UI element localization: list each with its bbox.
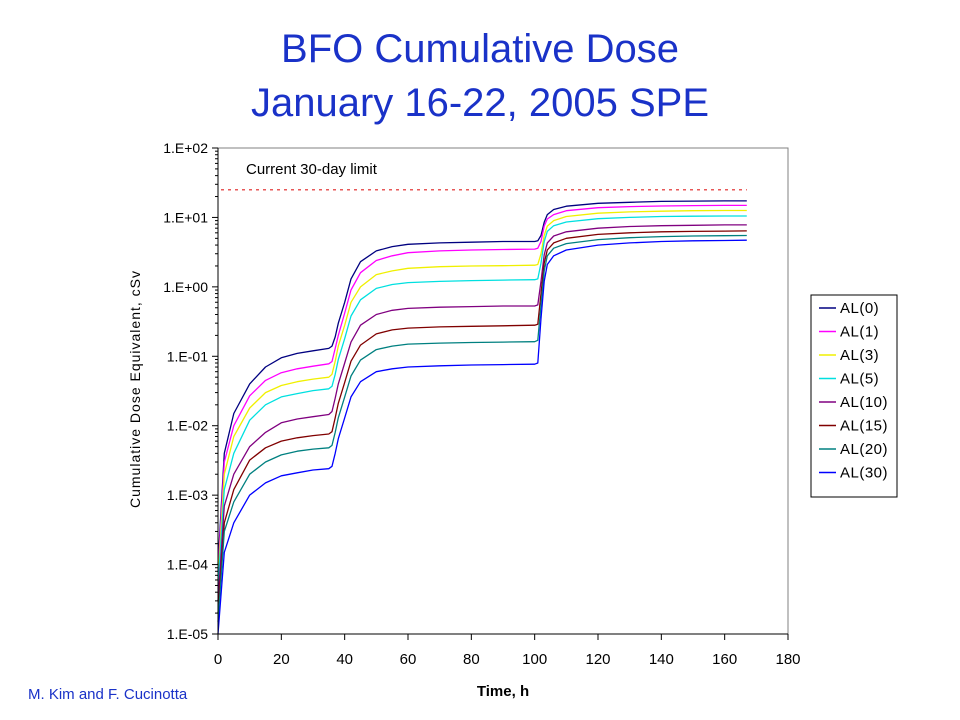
legend-label-3: AL(5) [840, 371, 879, 388]
x-tick-label: 180 [775, 651, 800, 668]
x-tick-label: 140 [649, 651, 674, 668]
x-axis-label: Time, h [477, 683, 529, 700]
series-line-1 [217, 204, 747, 572]
y-tick-label: 1.E-03 [167, 487, 208, 503]
legend-label-6: AL(20) [840, 441, 888, 458]
y-tick-label: 1.E+01 [163, 209, 208, 225]
limit-annotation-group: Current 30-day limit [221, 161, 747, 191]
x-tick-label: 120 [585, 651, 610, 668]
x-tick-label: 0 [214, 651, 222, 668]
y-tick-label: 1.E-02 [167, 418, 208, 434]
series-line-3 [217, 215, 747, 586]
legend-box [810, 294, 898, 498]
y-tick-label: 1.E+00 [163, 279, 208, 295]
legend-label-7: AL(30) [840, 465, 888, 482]
series-line-0 [217, 200, 747, 565]
series-line-7 [217, 239, 747, 635]
chart-title: BFO Cumulative Dose [281, 27, 679, 71]
series-line-2 [217, 209, 747, 581]
x-tick-label: 40 [336, 651, 353, 668]
legend-label-0: AL(0) [840, 300, 879, 317]
chart-subtitle: January 16-22, 2005 SPE [250, 81, 710, 125]
limit-label: Current 30-day limit [246, 161, 378, 178]
plot-area [217, 147, 789, 635]
x-tick-label: 80 [463, 651, 480, 668]
axes-group: 1.E-05 1.E-04 1.E-03 1.E-02 1.E-01 1.E+00 1.E+… [163, 140, 800, 668]
y-tick-label: 1.E-04 [167, 557, 208, 573]
credit-text: M. Kim and F. Cucinotta [28, 686, 188, 703]
x-tick-label: 100 [522, 651, 547, 668]
legend-label-4: AL(10) [840, 394, 888, 411]
series-line-5 [217, 230, 747, 614]
y-tick-label: 1.E-05 [167, 626, 208, 642]
y-tick-label: 1.E+02 [163, 140, 208, 156]
y-axis-label: Cumulative Dose Equivalent, cSv [127, 270, 143, 508]
x-tick-label: 20 [273, 651, 290, 668]
x-tick-label: 60 [400, 651, 417, 668]
legend-label-2: AL(3) [840, 347, 879, 364]
series-group [217, 200, 747, 635]
legend: AL(0) AL(1) AL(3) AL(5) AL(10) AL(15) AL(20) AL… [810, 294, 898, 498]
series-line-6 [217, 234, 747, 622]
legend-label-5: AL(15) [840, 418, 888, 435]
series-line-4 [217, 224, 747, 601]
y-tick-label: 1.E-01 [167, 348, 208, 364]
legend-label-1: AL(1) [840, 324, 879, 341]
x-tick-label: 160 [712, 651, 737, 668]
